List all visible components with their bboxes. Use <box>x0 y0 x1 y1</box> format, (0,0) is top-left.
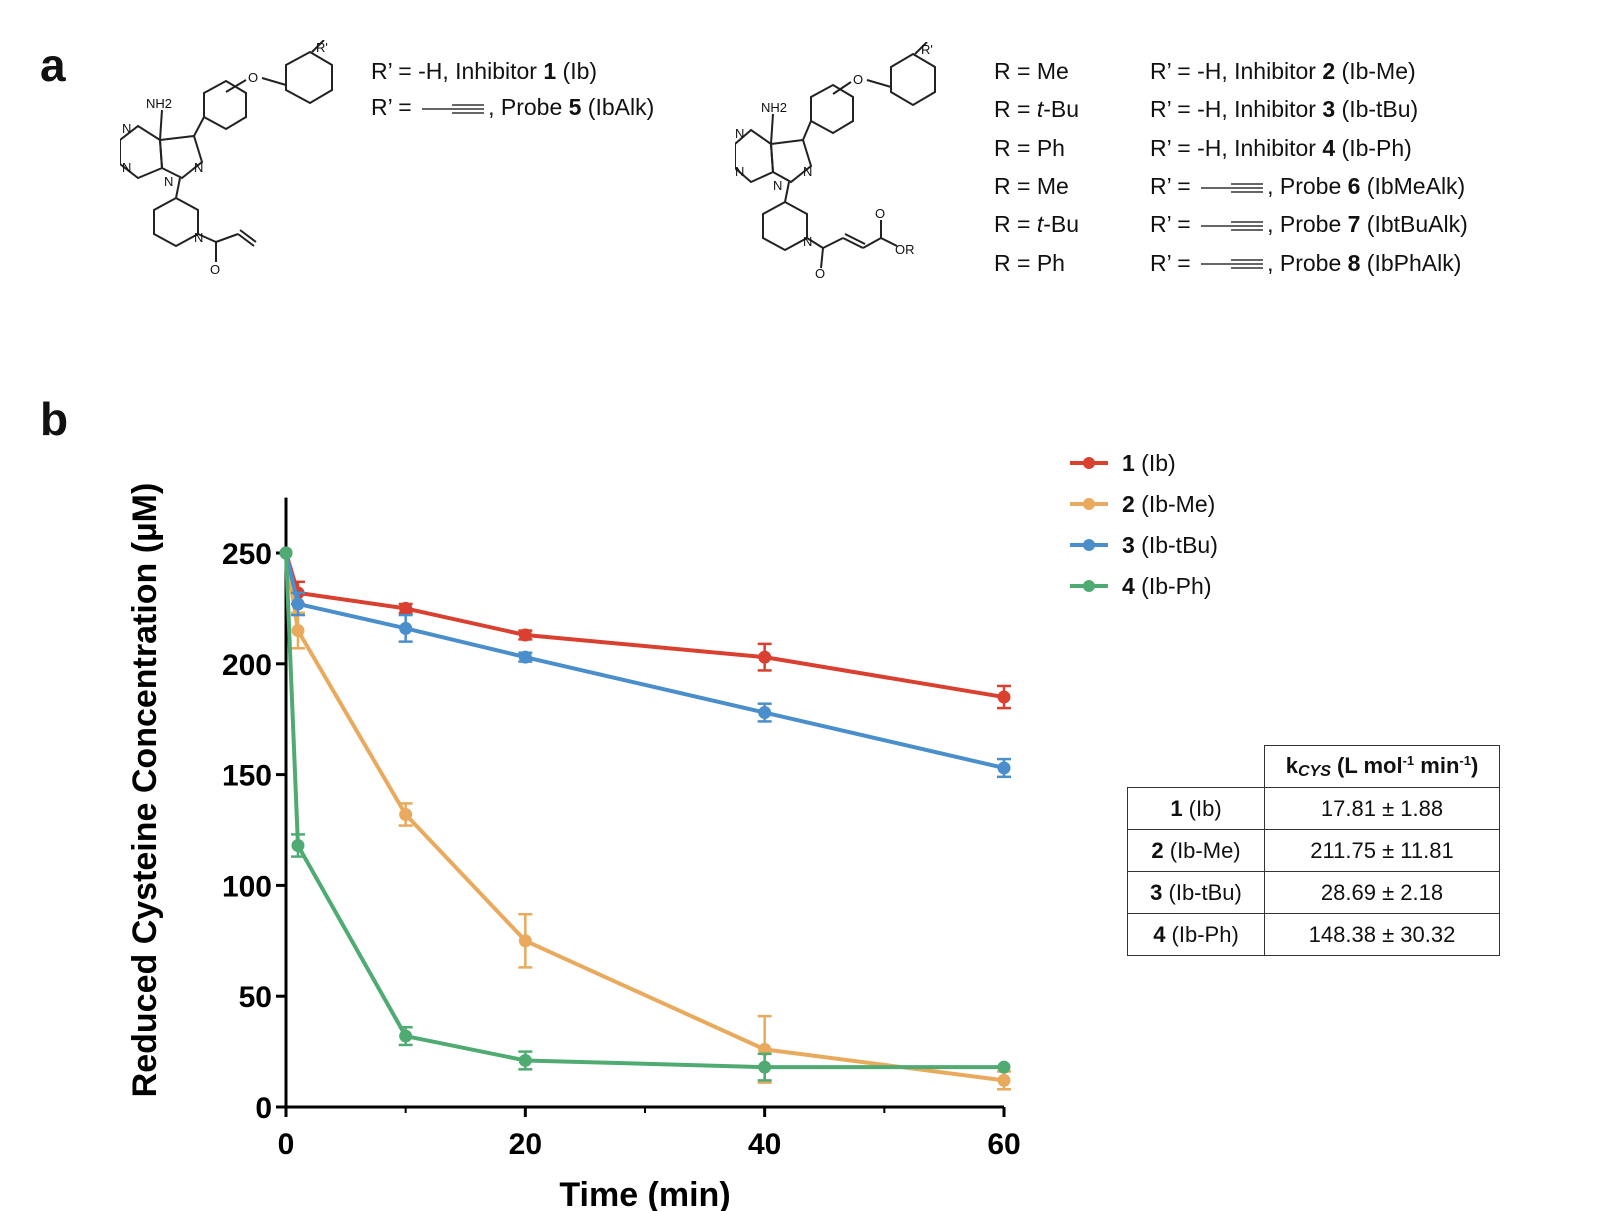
label-n3: N <box>803 164 812 179</box>
label-o3: O <box>875 206 885 221</box>
x-tick-label: 0 <box>278 1128 295 1161</box>
y-tick-label: 50 <box>239 981 272 1014</box>
kcys-header: kCYS (L mol-1 min-1) <box>1264 745 1500 788</box>
x-tick-label: 20 <box>509 1128 542 1161</box>
label-nh2: NH2 <box>761 100 787 115</box>
rprime-item: R’ = -H, Inhibitor 2 (Ib-Me) <box>1150 58 1416 84</box>
series-line-4 <box>284 552 1004 1070</box>
data-point <box>399 807 413 821</box>
label-n4: N <box>164 174 173 189</box>
kinetics-line-chart: 0 50 100 150 200 250 0 20 40 60 Time (min) Reduced … <box>126 483 1021 1211</box>
y-tick-label: 150 <box>222 760 272 793</box>
alkyne-icon <box>1201 183 1264 193</box>
data-point <box>518 934 532 948</box>
data-point <box>997 690 1011 704</box>
label-n1: N <box>122 121 131 136</box>
label-rprime: R' <box>921 42 933 57</box>
label-o2: O <box>210 262 220 277</box>
rprime-item: R’ = , Probe 7 (IbtBuAlk) <box>1150 211 1468 238</box>
list-item: R’ = , Probe 5 (IbAlk) <box>371 94 655 120</box>
table-row: 4 (Ib-Ph) 148.38 ± 30.32 <box>1127 913 1500 956</box>
y-tick-label: 0 <box>255 1092 272 1125</box>
compound-cell: 3 (Ib-tBu) <box>1127 871 1265 914</box>
legend-marker <box>1083 580 1095 592</box>
x-tick-label: 60 <box>987 1128 1020 1161</box>
data-point <box>758 706 772 720</box>
label-n4: N <box>773 178 782 193</box>
compound-cell: 1 (Ib) <box>1127 787 1265 830</box>
alkyne-icon <box>422 104 485 114</box>
rprime-item: R’ = , Probe 8 (IbPhAlk) <box>1150 249 1462 276</box>
data-point <box>518 650 532 664</box>
data-point <box>399 1029 413 1043</box>
kcys-table: kCYS (L mol-1 min-1) 1 (Ib) 17.81 ± 1.88 2… <box>1127 745 1500 956</box>
rprime-item: R’ = , Probe 6 (IbMeAlk) <box>1150 172 1466 199</box>
r-group-item: R = t-Bu <box>994 211 1080 238</box>
label-n2: N <box>122 160 131 175</box>
kcys-value-cell: 211.75 ± 11.81 <box>1264 829 1500 872</box>
data-point <box>399 621 413 635</box>
table-row: 1 (Ib) 17.81 ± 1.88 <box>1127 787 1500 830</box>
legend-marker <box>1083 539 1095 551</box>
series-line-3 <box>284 552 1005 770</box>
data-point <box>291 624 305 638</box>
r-group-item: R = Ph <box>994 134 1065 161</box>
table-row: 2 (Ib-Me) 211.75 ± 11.81 <box>1127 829 1500 872</box>
data-point <box>399 601 413 615</box>
label-o: O <box>248 70 258 85</box>
label-n3: N <box>194 160 203 175</box>
data-point <box>997 1073 1011 1087</box>
y-tick-label: 250 <box>222 538 272 571</box>
r-group-item: R = t-Bu <box>994 96 1080 123</box>
x-axis-title: Time (min) <box>559 1176 730 1211</box>
table-corner <box>1127 745 1265 788</box>
data-point <box>997 761 1011 775</box>
data-point <box>518 628 532 642</box>
y-tick-label: 100 <box>222 870 272 903</box>
label-rprime: R' <box>316 40 328 55</box>
label-nh2: NH2 <box>146 96 172 111</box>
panel-a-letter: a <box>40 39 66 91</box>
compound-cell: 2 (Ib-Me) <box>1127 829 1265 872</box>
structure-inhibitor-1: R' O NH2 N N N N N O <box>120 40 333 277</box>
alkyne-icon <box>1201 221 1264 231</box>
r-group-item: R = Me <box>994 58 1069 84</box>
r-group-item: R = Ph <box>994 249 1065 276</box>
kcys-value-cell: 17.81 ± 1.88 <box>1264 787 1500 830</box>
data-point <box>291 597 305 611</box>
panel-b-letter: b <box>40 393 69 445</box>
label-n2: N <box>735 164 744 179</box>
rprime-item: R’ = -H, Inhibitor 3 (Ib-tBu) <box>1150 96 1419 123</box>
kcys-value-cell: 148.38 ± 30.32 <box>1264 913 1500 956</box>
data-point <box>758 1060 772 1074</box>
list-item: R’ = -H, Inhibitor 1 (Ib) <box>371 58 598 84</box>
table-row: 3 (Ib-tBu) 28.69 ± 2.18 <box>1127 871 1500 914</box>
series-line-2 <box>284 552 1005 1083</box>
data-point <box>291 839 305 853</box>
y-axis-title: Reduced Cysteine Concentration (µM) <box>126 483 164 1098</box>
data-point <box>758 650 772 664</box>
label-n5: N <box>803 234 812 249</box>
label-or: OR <box>895 242 915 257</box>
y-tick-label: 200 <box>222 649 272 682</box>
r-group-item: R = Me <box>994 172 1069 199</box>
label-o: O <box>853 72 863 87</box>
data-point <box>518 1053 532 1067</box>
structure-inhibitor-2-8: R' O NH2 N N N N N O O OR <box>735 42 936 281</box>
label-o2: O <box>815 266 825 281</box>
alkyne-icon <box>1201 259 1264 270</box>
series-line-1 <box>284 552 1005 700</box>
label-n1: N <box>735 126 744 141</box>
label-n5: N <box>194 230 203 245</box>
legend-marker <box>1083 457 1095 469</box>
data-point <box>997 1060 1011 1074</box>
x-tick-label: 40 <box>748 1128 781 1161</box>
table-header-row: kCYS (L mol-1 min-1) <box>1127 745 1500 788</box>
data-point <box>279 546 293 560</box>
legend-marker <box>1083 498 1095 510</box>
kcys-value-cell: 28.69 ± 2.18 <box>1264 871 1500 914</box>
rprime-item: R’ = -H, Inhibitor 4 (Ib-Ph) <box>1150 134 1412 161</box>
compound-cell: 4 (Ib-Ph) <box>1127 913 1265 956</box>
